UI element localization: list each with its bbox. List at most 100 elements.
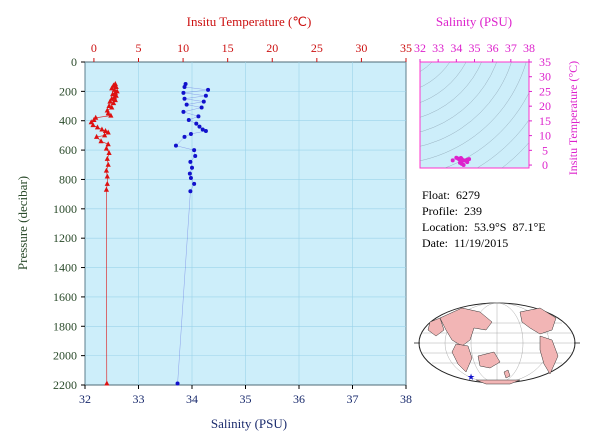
ts-salinity-tick-label: 34 xyxy=(450,41,462,55)
main-axis-ticks: 0200400600800100012001400160018002000220… xyxy=(53,41,412,406)
temperature-point xyxy=(94,124,101,130)
temperature-point xyxy=(98,138,104,144)
ts-point xyxy=(461,163,466,168)
salinity-line xyxy=(175,83,209,384)
temperature-tick-label: 10 xyxy=(177,41,189,55)
salinity-point xyxy=(188,159,193,164)
pressure-tick-label: 200 xyxy=(59,84,77,98)
temperature-point xyxy=(105,161,111,167)
pressure-tick-label: 1400 xyxy=(53,261,77,275)
ts-temperature-tick-label: 5 xyxy=(542,143,548,157)
salinity-point xyxy=(181,90,186,95)
map-land xyxy=(427,307,559,385)
temperature-tick-label: 35 xyxy=(400,41,412,55)
temperature-tick-label: 15 xyxy=(222,41,234,55)
temperature-point xyxy=(91,116,97,122)
pressure-tick-label: 2000 xyxy=(53,349,77,363)
salinity-tick-label: 32 xyxy=(79,392,91,406)
temperature-point xyxy=(109,85,115,91)
temperature-point xyxy=(90,122,96,128)
salinity-point xyxy=(194,121,199,126)
ts-temperature-tick-label: 10 xyxy=(539,129,551,143)
temperature-point xyxy=(104,380,110,386)
salinity-point xyxy=(181,109,186,114)
temperature-point xyxy=(106,103,112,109)
pressure-tick-label: 2200 xyxy=(53,378,77,392)
temperature-point xyxy=(113,83,119,89)
footer-stamp xyxy=(44,424,45,428)
ts-right-axis-title: Insitu Temperature (°C) xyxy=(566,61,580,175)
pressure-tick-label: 1200 xyxy=(53,231,77,245)
salinity-point xyxy=(175,381,180,386)
profile-number: Profile: 239 xyxy=(422,204,482,218)
ts-temperature-tick-label: 25 xyxy=(539,84,551,98)
temperature-point xyxy=(109,95,115,101)
location: Location: 53.9°S 87.1°E xyxy=(422,220,546,234)
ts-temperature-tick-label: 0 xyxy=(542,158,548,172)
ts-salinity-tick-label: 38 xyxy=(523,41,535,55)
density-contour xyxy=(346,0,434,66)
salinity-point xyxy=(188,175,193,180)
float-id: Float: 6279 xyxy=(422,188,481,202)
temperature-point xyxy=(88,119,94,125)
salinity-tick-label: 38 xyxy=(400,392,412,406)
salinity-point xyxy=(192,148,197,153)
temperature-point xyxy=(110,100,117,106)
pressure-tick-label: 600 xyxy=(59,143,77,157)
ts-temperature-tick-label: 30 xyxy=(539,70,551,84)
temperature-point xyxy=(102,128,109,134)
salinity-tick-label: 35 xyxy=(240,392,252,406)
temperature-tick-label: 0 xyxy=(91,41,97,55)
float-location-marker-icon: ★ xyxy=(467,372,475,382)
salinity-point xyxy=(182,134,187,139)
salinity-point xyxy=(193,153,198,158)
salinity-point xyxy=(184,102,189,107)
temperature-point xyxy=(104,155,110,161)
temperature-point xyxy=(110,82,117,88)
world-map: ★ xyxy=(414,302,580,385)
pressure-tick-label: 1800 xyxy=(53,319,77,333)
pressure-tick-label: 0 xyxy=(71,55,77,69)
temperature-point xyxy=(112,97,118,103)
temperature-tick-label: 25 xyxy=(311,41,323,55)
temperature-point xyxy=(108,112,114,118)
salinity-tick-label: 37 xyxy=(347,392,359,406)
temperature-point xyxy=(103,186,109,192)
temperature-point xyxy=(110,91,116,97)
ts-plot-area xyxy=(419,61,530,169)
temperature-point xyxy=(93,133,100,139)
ts-salinity-tick-label: 36 xyxy=(487,41,499,55)
temperature-point xyxy=(106,150,112,156)
ts-point xyxy=(465,160,470,165)
salinity-point xyxy=(196,114,201,119)
left-axis-title: Pressure (decibar) xyxy=(15,176,30,270)
main-series-points xyxy=(88,81,211,386)
ts-temperature-tick-label: 35 xyxy=(539,55,551,69)
salinity-point xyxy=(197,124,202,129)
salinity-point xyxy=(201,99,206,104)
temperature-point xyxy=(104,180,110,186)
pressure-tick-label: 800 xyxy=(59,172,77,186)
pressure-tick-label: 1000 xyxy=(53,202,77,216)
salinity-point xyxy=(200,127,205,132)
ts-points xyxy=(450,155,472,168)
temperature-point xyxy=(102,132,108,138)
ts-salinity-tick-label: 35 xyxy=(469,41,481,55)
salinity-point xyxy=(203,129,208,134)
temperature-point xyxy=(103,145,109,151)
main-grid xyxy=(84,61,407,386)
temperature-point xyxy=(105,129,111,135)
ts-salinity-tick-label: 33 xyxy=(432,41,444,55)
salinity-point xyxy=(192,181,197,186)
salinity-point xyxy=(199,105,204,110)
temperature-point xyxy=(99,126,105,132)
temperature-point xyxy=(104,173,110,179)
pressure-tick-label: 1600 xyxy=(53,290,77,304)
temperature-point xyxy=(107,98,113,104)
bottom-axis-title: Salinity (PSU) xyxy=(211,416,287,431)
salinity-point xyxy=(182,96,187,101)
temperature-point xyxy=(105,141,111,147)
salinity-point xyxy=(187,171,192,176)
temperature-tick-label: 30 xyxy=(355,41,367,55)
